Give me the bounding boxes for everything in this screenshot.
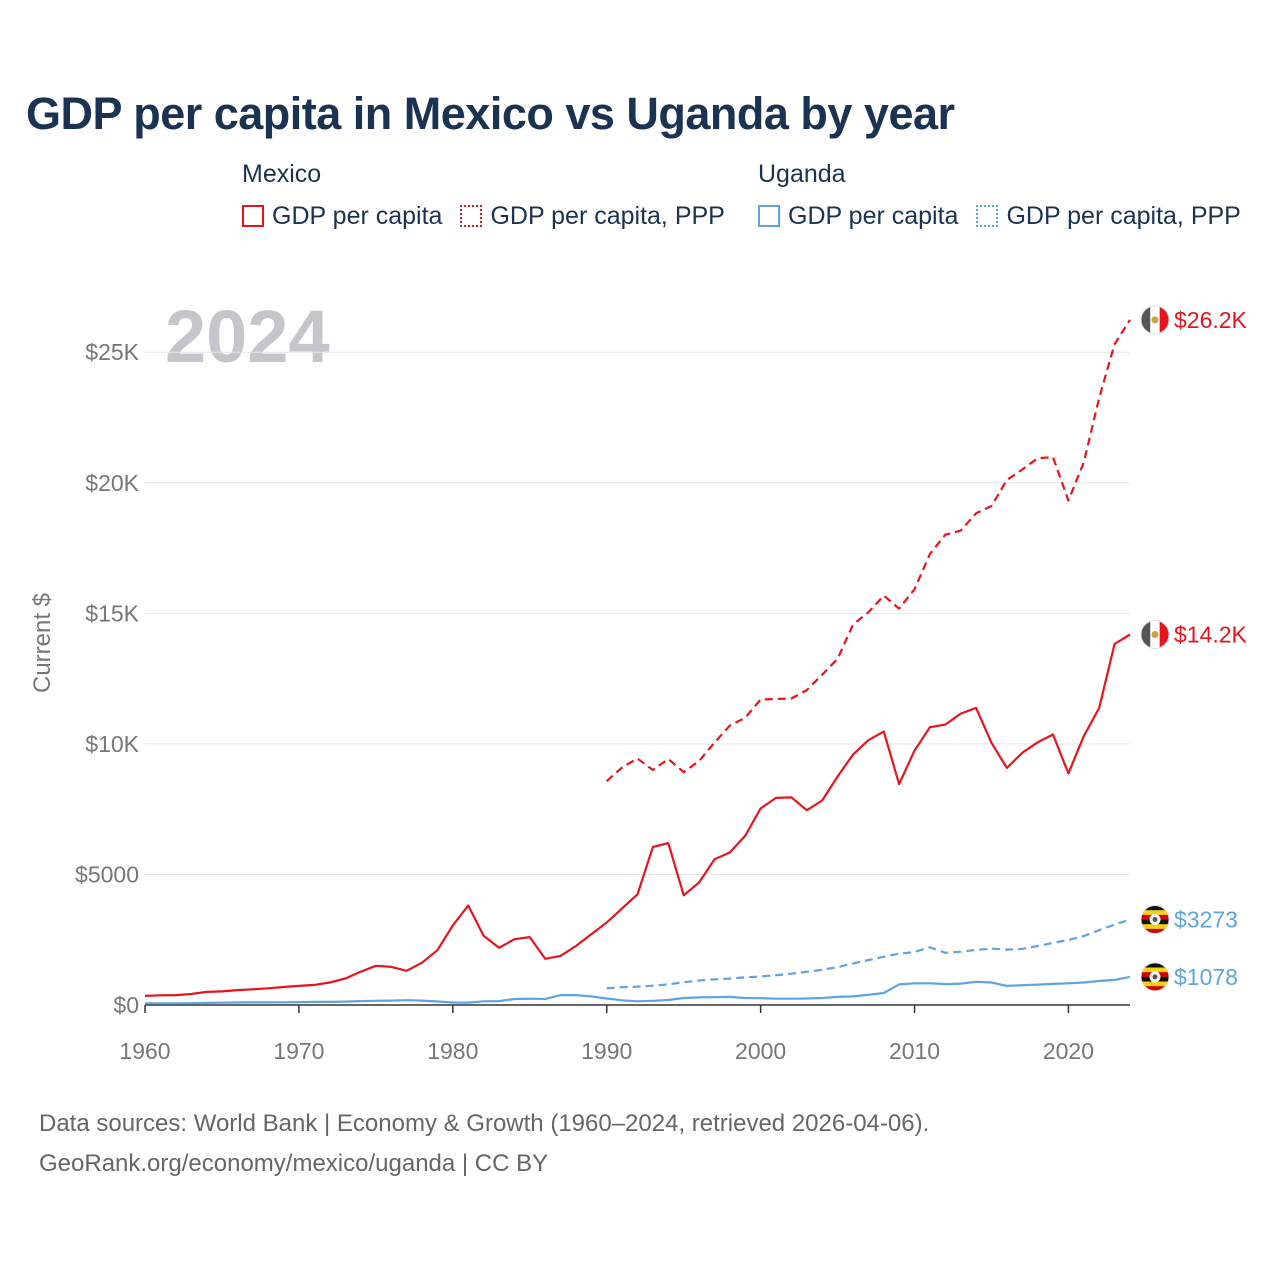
legend-item-label: GDP per capita, PPP [490,201,725,230]
y-tick-label: $5000 [75,861,139,887]
legend-item-mexico-gdp-ppp[interactable]: GDP per capita, PPP [460,201,725,231]
x-tick-label: 2010 [889,1038,940,1064]
legend-item-label: GDP per capita [788,201,959,230]
legend-group-label: Uganda [758,160,846,188]
legend-swatch-solid [758,205,780,227]
series-line-uganda-gdp-per-capita [144,975,1131,1005]
series-lines [144,319,1131,1005]
uganda-flag-icon [1140,905,1170,935]
legend-item-mexico-gdp[interactable]: GDP per capita [242,202,442,231]
flag-border [1140,962,1170,992]
y-tick-label: $15K [85,600,139,626]
y-tick-label: $25K [85,339,139,365]
series-line-mexico-gdp-per-capita-ppp [605,319,1131,783]
y-tick-label: $10K [85,731,139,757]
axes: $0 $5000 $10K $15K $20K $25K 1960 1970 1980 1990 2… [75,339,1130,1064]
flag-emblem [1152,917,1158,923]
x-tick-label: 2020 [1043,1038,1094,1064]
legend-group-label: Mexico [242,160,322,188]
footer: Data sources: World Bank | Economy & Gro… [39,1104,929,1184]
legend-item-uganda-gdp-ppp[interactable]: GDP per capita, PPP [976,201,1241,231]
legend-swatch-dotted [976,205,999,227]
x-tick-label: 1960 [119,1038,170,1064]
end-value-label: $26.2K [1174,307,1248,333]
series-line-mexico-gdp-per-capita [144,633,1131,997]
chart-title: GDP per capita in Mexico vs Uganda by ye… [26,88,955,139]
flag-band [1141,981,1169,987]
flag-emblem [1152,974,1158,980]
end-markers: $14.2K $26.2K $1078 $3273 [1140,305,1248,992]
legend-group-uganda: Uganda GDP per capita GDP per capita, PP… [758,160,1259,236]
flag-band [1141,924,1169,930]
flag-band [1141,305,1151,334]
footer-link[interactable]: GeoRank.org/economy/mexico/uganda | CC B… [39,1150,549,1177]
x-tick-label: 1980 [427,1038,478,1064]
end-value-label: $1078 [1174,964,1238,990]
flag-band [1141,928,1169,934]
legend-item-uganda-gdp[interactable]: GDP per capita [758,202,958,231]
flag-band [1141,962,1169,969]
x-tick-label: 1990 [581,1038,632,1064]
flag-border [1140,905,1170,935]
flag-band [1159,620,1169,649]
mexico-flag-icon [1140,305,1170,335]
series-line-uganda-gdp-per-capita-ppp [606,918,1131,990]
uganda-flag-icon [1140,962,1170,992]
x-tick-label: 1970 [273,1038,324,1064]
legend-swatch-solid [242,205,264,227]
flag-band [1141,967,1169,973]
flag-band [1141,910,1169,916]
y-tick-label: $0 [113,992,139,1018]
mexico-flag-icon [1140,619,1170,649]
legend-item-label: GDP per capita, PPP [1006,201,1241,230]
flag-border [1140,305,1170,335]
y-tick-label: $20K [85,470,139,496]
legend-item-label: GDP per capita [272,201,443,230]
end-value-label: $3273 [1174,907,1238,933]
line-chart: 2024 $0 $5000 $10K $15K $20K $25K 1960 1970 1980… [29,295,1248,1064]
flag-band [1141,905,1169,911]
flag-emblem [1151,316,1159,324]
year-watermark: 2024 [165,295,330,378]
x-tick-label: 2000 [735,1038,786,1064]
legend-group-mexico: Mexico GDP per capita GDP per capita, PP… [242,160,743,236]
flag-emblem [1151,630,1159,638]
end-value-label: $14.2K [1174,621,1248,647]
y-axis-label: Current $ [29,593,56,693]
flag-band [1141,986,1169,991]
gridlines [145,351,1130,1006]
flag-band [1141,620,1151,649]
flag-border [1140,619,1170,649]
footer-sources: Data sources: World Bank | Economy & Gro… [39,1110,930,1137]
flag-band [1159,305,1169,334]
legend-swatch-dotted [460,205,483,227]
